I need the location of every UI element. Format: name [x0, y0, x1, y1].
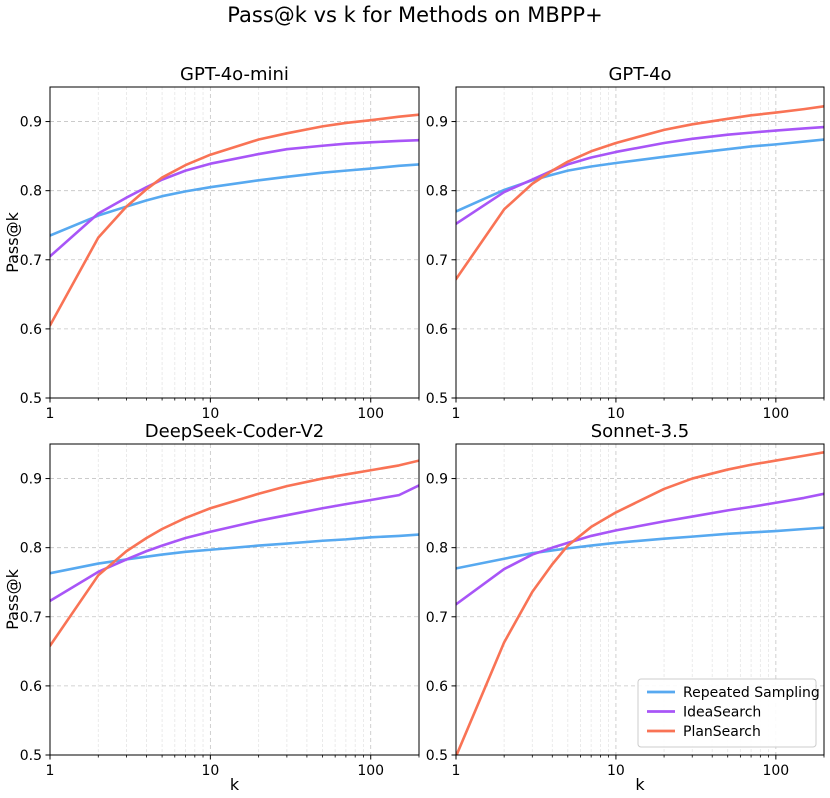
subplot-title: DeepSeek-Coder-V2 [145, 421, 324, 442]
x-tick-label: 100 [762, 406, 789, 422]
legend-label: Repeated Sampling [683, 685, 820, 701]
axes-frame [49, 443, 420, 756]
legend-label: PlanSearch [683, 724, 761, 740]
subplot-3: 1 10 100 0.5 0.6 0.7 0.8 0.9 DeepSeek-Coder-V2 k P… [3, 421, 420, 794]
legend-box [637, 678, 817, 748]
x-tick-label: 100 [762, 763, 789, 779]
y-tick-label: 0.8 [426, 184, 448, 200]
series-line-ideasearch [456, 492, 824, 606]
legend: Repeated Sampling IdeaSearch PlanSearch [637, 678, 820, 748]
x-tick-label: 10 [607, 406, 625, 422]
y-tick-label: 0.8 [426, 541, 448, 557]
y-tick-label: 0.5 [20, 391, 42, 407]
legend-label: IdeaSearch [683, 705, 761, 721]
series-line-plansearch [50, 459, 419, 648]
subplot-4: 1 10 100 0.5 0.6 0.7 0.8 0.9 Sonnet-3.5 k Repeated… [426, 421, 825, 794]
x-tick-label: 1 [46, 763, 55, 779]
y-tick-label: 0.9 [20, 115, 42, 131]
subplot-title: GPT-4o [608, 64, 671, 85]
y-tick-label: 0.6 [426, 322, 448, 338]
y-tick-label: 0.9 [426, 472, 448, 488]
x-tick-label: 1 [452, 406, 461, 422]
axes-frame [455, 443, 825, 756]
y-tick-label: 0.6 [20, 679, 42, 695]
series-line-ideasearch [50, 484, 419, 603]
y-tick-label: 0.6 [20, 322, 42, 338]
y-tick-label: 0.5 [426, 391, 448, 407]
x-tick-label: 1 [452, 763, 461, 779]
y-tick-label: 0.5 [20, 748, 42, 764]
series-line-ideasearch [456, 125, 824, 226]
y-tick-label: 0.7 [426, 253, 448, 269]
axes-frame [455, 86, 825, 399]
subplot-title: GPT-4o-mini [180, 64, 289, 85]
x-axis-label: k [635, 775, 645, 794]
series-line-ideasearch [50, 138, 419, 258]
x-tick-label: 10 [201, 406, 219, 422]
y-tick-label: 0.8 [20, 541, 42, 557]
series-line-repeated-sampling [456, 138, 824, 213]
y-tick-label: 0.8 [20, 184, 42, 200]
series-line-plansearch [50, 113, 419, 327]
series-line-plansearch [456, 450, 824, 755]
x-tick-label: 100 [357, 763, 384, 779]
x-tick-label: 100 [357, 406, 384, 422]
y-axis-label: Pass@k [3, 568, 22, 629]
subplot-2: 1 10 100 0.5 0.6 0.7 0.8 0.9 GPT-4o [426, 64, 825, 422]
subplot-1: 1 10 100 0.5 0.6 0.7 0.8 0.9 GPT-4o-mini Pass@k [3, 64, 420, 422]
x-tick-label: 10 [607, 763, 625, 779]
x-tick-label: 10 [201, 763, 219, 779]
y-tick-label: 0.7 [20, 610, 42, 626]
subplot-title: Sonnet-3.5 [591, 421, 690, 442]
y-tick-label: 0.9 [20, 472, 42, 488]
series-line-repeated-sampling [50, 163, 419, 237]
series-line-plansearch [456, 105, 824, 281]
y-tick-label: 0.5 [426, 748, 448, 764]
x-axis-label: k [230, 775, 240, 794]
figure-title: Pass@k vs k for Methods on MBPP+ [227, 3, 602, 27]
y-tick-label: 0.7 [20, 253, 42, 269]
y-tick-label: 0.9 [426, 115, 448, 131]
x-tick-label: 1 [46, 406, 55, 422]
axes-frame [49, 86, 420, 399]
y-axis-label: Pass@k [3, 211, 22, 272]
y-tick-label: 0.7 [426, 610, 448, 626]
y-tick-label: 0.6 [426, 679, 448, 695]
